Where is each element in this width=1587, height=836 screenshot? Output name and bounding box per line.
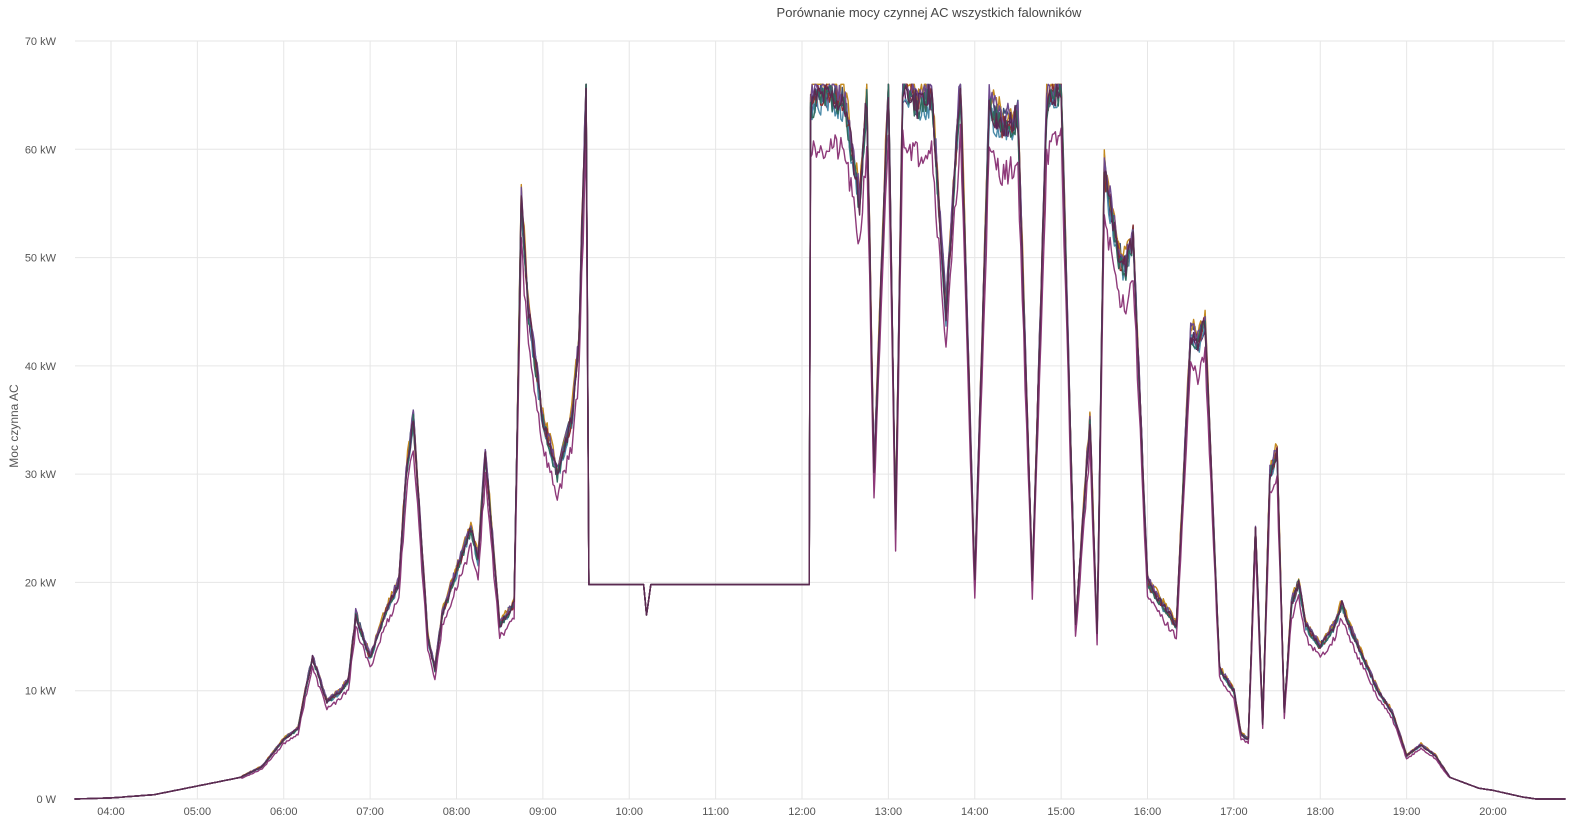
series-line-6 <box>74 83 1566 800</box>
x-tick-label: 08:00 <box>443 806 471 818</box>
x-tick-label: 10:00 <box>615 806 643 818</box>
series-line-8 <box>74 123 1566 800</box>
x-tick-label: 17:00 <box>1220 806 1248 818</box>
y-tick-label: 60 kW <box>25 144 57 156</box>
y-tick-label: 0 W <box>36 794 56 806</box>
grid <box>75 40 1565 800</box>
x-tick-label: 19:00 <box>1393 806 1421 818</box>
y-tick-label: 30 kW <box>25 469 57 481</box>
x-tick-label: 20:00 <box>1479 806 1507 818</box>
x-axis-tick-labels: 04:00 05:00 06:00 07:00 08:00 09:00 10:00 11:00… <box>97 806 1507 818</box>
x-tick-label: 04:00 <box>97 806 125 818</box>
x-tick-label: 13:00 <box>875 806 903 818</box>
series-line-7 <box>74 83 1566 800</box>
series-line-5 <box>74 83 1566 800</box>
series-line-2 <box>74 83 1566 800</box>
y-tick-label: 40 kW <box>25 361 57 373</box>
x-tick-label: 12:00 <box>788 806 816 818</box>
series-line-4 <box>74 83 1566 800</box>
y-tick-label: 20 kW <box>25 577 57 589</box>
x-tick-label: 09:00 <box>529 806 557 818</box>
series-line-1 <box>74 83 1566 800</box>
y-axis-title: Moc czynna AC <box>7 384 21 468</box>
y-tick-label: 70 kW <box>25 36 57 48</box>
y-axis-tick-labels: 0 W 10 kW 20 kW 30 kW 40 kW 50 kW 60 kW 70 kW <box>25 36 57 806</box>
x-tick-label: 15:00 <box>1047 806 1075 818</box>
series-lines <box>74 83 1566 800</box>
x-tick-label: 16:00 <box>1134 806 1162 818</box>
x-tick-label: 05:00 <box>184 806 212 818</box>
y-tick-label: 50 kW <box>25 253 57 265</box>
y-tick-label: 10 kW <box>25 686 57 698</box>
x-tick-label: 18:00 <box>1307 806 1335 818</box>
x-tick-label: 06:00 <box>270 806 298 818</box>
x-tick-label: 11:00 <box>702 806 729 818</box>
x-tick-label: 14:00 <box>961 806 989 818</box>
series-line-9 <box>74 83 1566 800</box>
x-tick-label: 07:00 <box>356 806 384 818</box>
chart-title: Porównanie mocy czynnej AC wszystkich fa… <box>777 5 1083 20</box>
series-line-3 <box>74 83 1566 800</box>
